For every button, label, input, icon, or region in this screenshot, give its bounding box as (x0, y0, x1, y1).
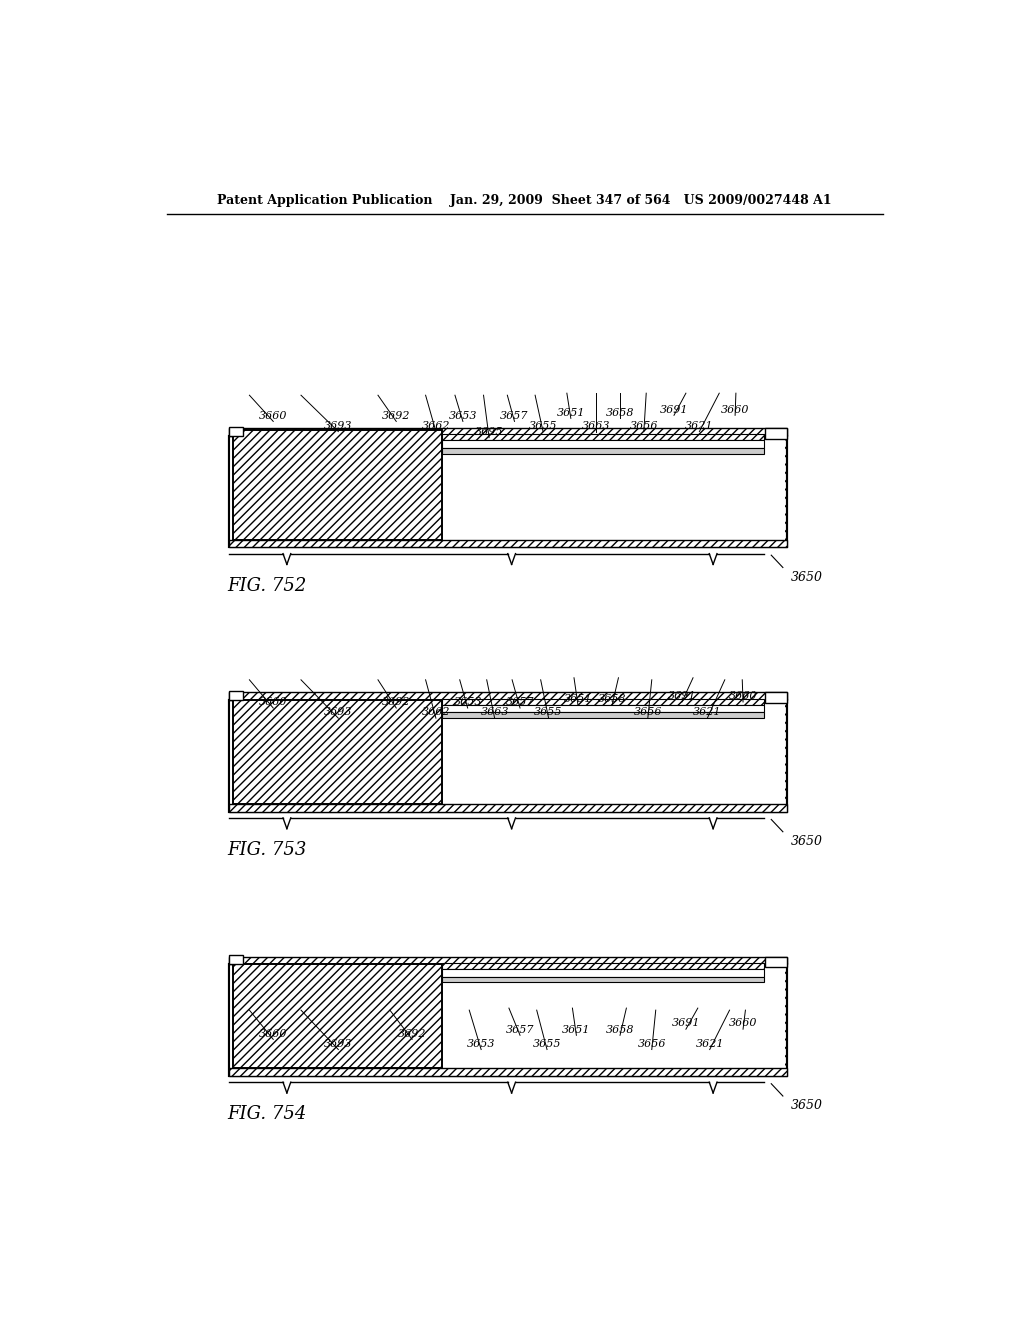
Text: 3621: 3621 (685, 421, 714, 430)
Text: 3658: 3658 (606, 408, 634, 417)
Text: 3660: 3660 (259, 697, 288, 708)
Text: 3660: 3660 (721, 404, 750, 414)
Bar (228, 965, 786, 1076)
Text: 3653: 3653 (449, 411, 477, 421)
Text: 3656: 3656 (634, 708, 663, 718)
Text: 3650: 3650 (791, 834, 822, 847)
Text: 3655: 3655 (532, 1039, 561, 1049)
Text: 3621: 3621 (695, 1039, 724, 1049)
Bar (442, 977, 764, 982)
Text: 3651: 3651 (564, 694, 592, 704)
Bar (228, 436, 786, 548)
Bar (228, 436, 786, 548)
Text: 3653: 3653 (454, 697, 482, 708)
Bar (232, 430, 442, 540)
Bar (228, 700, 786, 812)
Text: FIG. 754: FIG. 754 (227, 1105, 306, 1123)
Text: 3656: 3656 (630, 421, 658, 430)
Text: 3692: 3692 (398, 1028, 426, 1039)
Text: 3663: 3663 (480, 708, 509, 718)
Text: 3692: 3692 (382, 697, 411, 708)
Text: 3656: 3656 (638, 1039, 666, 1049)
Text: 3660: 3660 (259, 411, 288, 421)
Text: FIG. 753: FIG. 753 (227, 841, 306, 859)
Text: 3653: 3653 (467, 1039, 496, 1049)
Text: 3650: 3650 (791, 1100, 822, 1113)
Bar (765, 693, 786, 704)
Text: 3655: 3655 (528, 421, 557, 430)
Text: 3657: 3657 (506, 697, 535, 708)
Text: 3663: 3663 (582, 421, 610, 430)
Bar (228, 426, 243, 436)
Text: 3655: 3655 (535, 708, 563, 718)
Bar (228, 1068, 786, 1076)
Bar (230, 436, 785, 540)
Text: 3695: 3695 (475, 426, 504, 437)
Bar (442, 434, 764, 441)
Bar (442, 705, 764, 713)
Bar (228, 965, 786, 1076)
Bar (232, 965, 442, 1068)
Bar (442, 713, 764, 718)
Bar (765, 428, 786, 440)
Text: 3657: 3657 (501, 411, 528, 421)
Text: 3651: 3651 (557, 408, 585, 417)
Text: 3660: 3660 (729, 692, 758, 701)
Bar (228, 957, 786, 965)
Bar (230, 965, 785, 1068)
Text: 3662: 3662 (422, 421, 451, 430)
Bar (232, 700, 442, 804)
Bar (442, 449, 764, 454)
Text: Patent Application Publication    Jan. 29, 2009  Sheet 347 of 564   US 2009/0027: Patent Application Publication Jan. 29, … (217, 194, 833, 207)
Text: 3692: 3692 (382, 411, 411, 421)
Bar (442, 441, 764, 449)
Bar (765, 957, 786, 968)
Text: 3650: 3650 (791, 570, 822, 583)
Bar (232, 430, 442, 540)
Bar (228, 693, 786, 700)
Bar (442, 698, 764, 705)
Text: 3658: 3658 (598, 694, 627, 704)
Text: 3693: 3693 (324, 421, 352, 430)
Text: 3691: 3691 (668, 692, 696, 701)
Bar (442, 969, 764, 977)
Bar (228, 956, 243, 965)
Bar (442, 962, 764, 969)
Text: FIG. 752: FIG. 752 (227, 577, 306, 595)
Bar (228, 700, 786, 812)
Bar (232, 700, 442, 804)
Bar (228, 690, 243, 700)
Text: 3658: 3658 (606, 1024, 634, 1035)
Text: 3691: 3691 (659, 404, 688, 414)
Text: 3621: 3621 (693, 708, 722, 718)
Text: 3651: 3651 (562, 1024, 591, 1035)
Text: 3691: 3691 (672, 1019, 700, 1028)
Text: 3660: 3660 (729, 1019, 758, 1028)
Bar (228, 804, 786, 812)
Text: 3657: 3657 (506, 1024, 535, 1035)
Bar (232, 965, 442, 1068)
Bar (228, 540, 786, 548)
Bar (228, 428, 786, 436)
Text: 3693: 3693 (324, 1039, 352, 1049)
Bar (230, 700, 785, 804)
Text: 3660: 3660 (259, 1028, 288, 1039)
Text: 3693: 3693 (324, 708, 352, 718)
Text: 3662: 3662 (422, 708, 451, 718)
